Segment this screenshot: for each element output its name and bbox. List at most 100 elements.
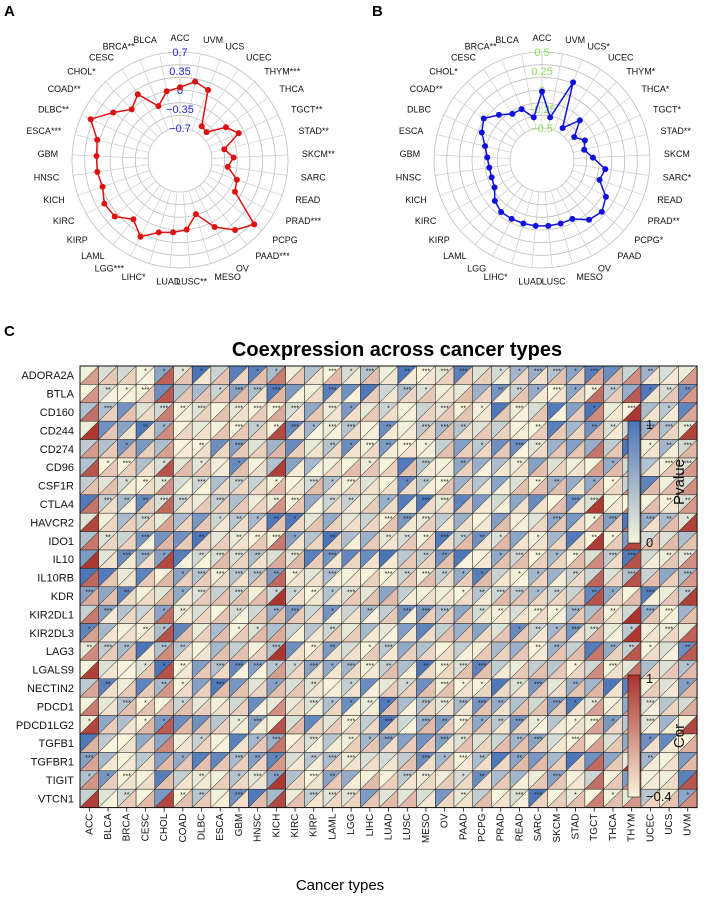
- heatmap-significance-mark: *: [219, 516, 222, 523]
- radar-point: [602, 166, 609, 173]
- radar-point: [233, 176, 240, 183]
- heatmap-significance-mark: **: [199, 442, 205, 449]
- radar-point: [598, 208, 605, 215]
- heatmap-significance-mark: *: [593, 406, 596, 413]
- radar-spoke: [201, 81, 255, 138]
- heatmap-significance-mark: *: [163, 553, 166, 560]
- radar-spoke: [207, 175, 274, 215]
- radar-category-label: TGCT*: [653, 104, 681, 114]
- heatmap-significance-mark: **: [685, 590, 691, 597]
- heatmap-significance-mark: **: [348, 498, 354, 505]
- radar-spoke: [149, 190, 172, 264]
- heatmap-column-label: LAML: [327, 813, 338, 840]
- heatmap-significance-mark: **: [124, 590, 130, 597]
- heatmap-significance-mark: **: [592, 534, 598, 541]
- heatmap-row-label: LAG3: [46, 646, 74, 658]
- heatmap-significance-mark: ***: [235, 479, 243, 486]
- heatmap-significance-mark: *: [200, 737, 203, 744]
- heatmap-significance-mark: **: [535, 626, 541, 633]
- heatmap-significance-mark: ***: [441, 424, 449, 431]
- heatmap-significance-mark: ***: [534, 682, 542, 689]
- heatmap-significance-mark: **: [143, 479, 149, 486]
- radar-category-label: CESC: [451, 52, 477, 62]
- heatmap-significance-mark: ***: [422, 608, 430, 615]
- radar-spoke: [434, 154, 511, 159]
- heatmap-significance-mark: **: [105, 387, 111, 394]
- heatmap-significance-mark: *: [574, 387, 577, 394]
- radar-category-label: SKCM**: [302, 149, 336, 159]
- heatmap-significance-mark: ***: [684, 461, 692, 468]
- radar-chart-b: 0.50.250−0.25−0.5ACCUVMUCS*UCECTHYM*THCA…: [396, 33, 692, 286]
- heatmap-row-label: TIGIT: [46, 775, 74, 787]
- heatmap-column-label: PAAD: [458, 814, 469, 841]
- radar-ring-label: 0.25: [531, 66, 552, 78]
- heatmap-significance-mark: **: [199, 774, 205, 781]
- heatmap-significance-mark: *: [686, 516, 689, 523]
- heatmap-significance-mark: ***: [441, 369, 449, 376]
- heatmap-row-label: KIR2DL3: [29, 628, 74, 640]
- heatmap-significance-mark: ***: [441, 498, 449, 505]
- heatmap-column-label: COAD: [178, 814, 189, 843]
- heatmap-significance-mark: ***: [384, 516, 392, 523]
- panel-label-c: C: [4, 323, 15, 340]
- heatmap-significance-mark: **: [386, 442, 392, 449]
- heatmap-significance-mark: ***: [684, 424, 692, 431]
- heatmap-significance-mark: **: [405, 369, 411, 376]
- heatmap-significance-mark: *: [125, 442, 128, 449]
- heatmap-significance-mark: ***: [609, 553, 617, 560]
- heatmap-significance-mark: *: [200, 369, 203, 376]
- radar-point: [163, 88, 170, 95]
- radar-category-label: LUSC: [542, 276, 567, 286]
- heatmap-significance-mark: ***: [328, 369, 336, 376]
- heatmap-significance-mark: ***: [646, 700, 654, 707]
- radar-ring-label: 0.35: [169, 66, 190, 78]
- heatmap-significance-mark: *: [686, 682, 689, 689]
- heatmap-significance-mark: *: [612, 792, 615, 799]
- heatmap-significance-mark: *: [219, 387, 222, 394]
- radar-category-label: ESCA***: [26, 126, 62, 136]
- radar-point: [231, 188, 238, 195]
- legend-colorbar: [627, 674, 641, 798]
- radar-point: [586, 216, 593, 223]
- heatmap-significance-mark: ***: [216, 498, 224, 505]
- radar-category-label: LIHC*: [122, 272, 147, 282]
- radar-category-label: KICH: [43, 195, 65, 205]
- heatmap-column-label: DLBC: [197, 814, 208, 841]
- heatmap-significance-mark: **: [517, 755, 523, 762]
- heatmap-significance-mark: *: [518, 571, 521, 578]
- radar-point: [509, 110, 516, 117]
- heatmap-row-label: NECTIN2: [27, 683, 74, 695]
- heatmap-significance-mark: ***: [553, 387, 561, 394]
- radar-point: [596, 176, 603, 183]
- heatmap-significance-mark: *: [200, 461, 203, 468]
- heatmap-significance-mark: *: [163, 718, 166, 725]
- heatmap-significance-mark: ***: [235, 663, 243, 670]
- heatmap-significance-mark: ***: [515, 718, 523, 725]
- heatmap-significance-mark: **: [498, 718, 504, 725]
- radar-point: [99, 183, 106, 190]
- radar-spoke: [185, 53, 201, 129]
- radar-spoke: [531, 191, 540, 268]
- heatmap-significance-mark: *: [163, 424, 166, 431]
- heatmap-significance-mark: ***: [291, 553, 299, 560]
- heatmap-significance-mark: ***: [422, 700, 430, 707]
- heatmap-column-label: TGCT: [589, 814, 600, 841]
- heatmap-significance-mark: *: [275, 663, 278, 670]
- radar-spoke: [483, 68, 525, 134]
- radar-category-label: LUAD: [156, 276, 181, 286]
- heatmap-significance-mark: ***: [310, 663, 318, 670]
- heatmap-significance-mark: ***: [141, 387, 149, 394]
- heatmap-significance-mark: **: [180, 645, 186, 652]
- heatmap-significance-mark: *: [481, 718, 484, 725]
- heatmap-significance-mark: ***: [571, 498, 579, 505]
- heatmap-significance-mark: ***: [384, 571, 392, 578]
- radar-category-label: UCS*: [587, 42, 610, 52]
- heatmap-row-label: TGFBR1: [31, 757, 74, 769]
- radar-spoke: [572, 170, 645, 196]
- heatmap-significance-mark: *: [107, 461, 110, 468]
- radar-category-label: HNSC: [34, 172, 60, 182]
- heatmap-significance-mark: **: [199, 534, 205, 541]
- radar-category-label: BRCA**: [103, 42, 136, 52]
- heatmap-significance-mark: *: [350, 369, 353, 376]
- heatmap-significance-mark: ***: [478, 700, 486, 707]
